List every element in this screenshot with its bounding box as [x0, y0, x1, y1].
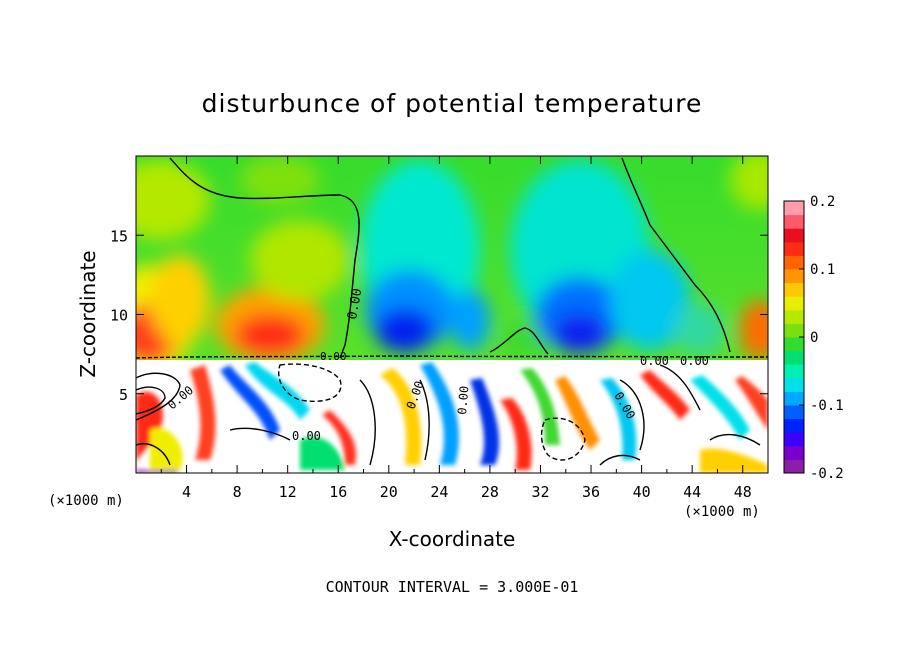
- contour-interval-note: CONTOUR INTERVAL = 3.000E-01: [326, 578, 579, 596]
- contour-label: 0.00: [680, 354, 709, 368]
- x-axis-label: X-coordinate: [389, 527, 516, 551]
- y-axis-label: Z-coordinate: [76, 250, 100, 377]
- contour-lines: [136, 157, 768, 466]
- colorbar-swatch: [784, 323, 804, 338]
- x-tick-label: 20: [380, 483, 398, 501]
- x-tick-label: 4: [182, 483, 191, 501]
- colorbar-swatch: [784, 228, 804, 243]
- contour-label: 0.00: [292, 429, 321, 443]
- colorbar-swatch: [784, 432, 804, 447]
- zero-contour-right: [621, 157, 731, 353]
- z-tick-label: 10: [110, 307, 128, 325]
- colorbar-swatch: [784, 350, 804, 365]
- zero-contour-left: [169, 157, 360, 359]
- contour-label: 0.00: [640, 354, 669, 368]
- colorbar-swatch: [784, 282, 804, 297]
- x-tick-label: 44: [683, 483, 701, 501]
- zero-contour-bump: [489, 327, 549, 355]
- colorbar-swatch: [784, 201, 804, 216]
- chart-title: disturbunce of potential temperature: [202, 89, 703, 118]
- colorbar-swatch: [784, 214, 804, 229]
- colorbar-tick-label: 0.2: [810, 194, 835, 210]
- x-tick-label: 40: [633, 483, 651, 501]
- contour-label: 0.00: [455, 385, 471, 415]
- colorbar-swatch: [784, 364, 804, 379]
- interface-contour: [136, 355, 768, 359]
- x-tick-label: 28: [481, 483, 499, 501]
- colorbar-swatch: [784, 418, 804, 433]
- colorbar-swatch: [784, 255, 804, 270]
- colorbar-swatch: [784, 269, 804, 284]
- colorbar-tick-label: -0.1: [810, 398, 844, 414]
- upper-anomalies: [136, 156, 768, 375]
- colorbar-swatch: [784, 459, 804, 474]
- colorbar-swatch: [784, 241, 804, 256]
- plot-area: 0.00 0.00 0.00 0.00 0.00 0.00 0.00 0.00 …: [136, 156, 768, 473]
- colorbar-tick-label: 0: [810, 330, 818, 346]
- x-unit-label-right: (×1000 m): [684, 504, 760, 520]
- colorbar-labels: 0.2 0.1 0 -0.1 -0.2: [799, 194, 844, 482]
- x-tick-label: 8: [233, 483, 242, 501]
- colorbar-swatch: [784, 405, 804, 420]
- x-tick-label: 48: [734, 483, 752, 501]
- z-axis: 5 10 15: [110, 227, 768, 404]
- x-tick-label: 24: [430, 483, 448, 501]
- x-tick-label: 16: [329, 483, 347, 501]
- colorbar-swatch: [784, 391, 804, 406]
- colorbar: [784, 201, 804, 474]
- colorbar-swatch: [784, 296, 804, 311]
- x-tick-label: 32: [531, 483, 549, 501]
- colorbar-tick-label: -0.2: [810, 466, 844, 482]
- x-tick-label: 36: [582, 483, 600, 501]
- colorbar-swatch: [784, 445, 804, 460]
- z-tick-label: 15: [110, 227, 128, 245]
- x-unit-label-left: (×1000 m): [48, 493, 124, 509]
- colorbar-swatch: [784, 309, 804, 324]
- x-axis: 4 8 12 16 20 24 28 32 36 40 44 48: [160, 156, 752, 501]
- contour-label: 0.00: [345, 287, 365, 320]
- z-tick-label: 5: [119, 386, 128, 404]
- colorbar-swatch: [784, 377, 804, 392]
- colorbar-swatch: [784, 337, 804, 352]
- contour-label: 0.00: [320, 350, 347, 363]
- x-tick-label: 12: [279, 483, 297, 501]
- colorbar-tick-label: 0.1: [810, 262, 835, 278]
- lower-anomalies: [136, 362, 768, 473]
